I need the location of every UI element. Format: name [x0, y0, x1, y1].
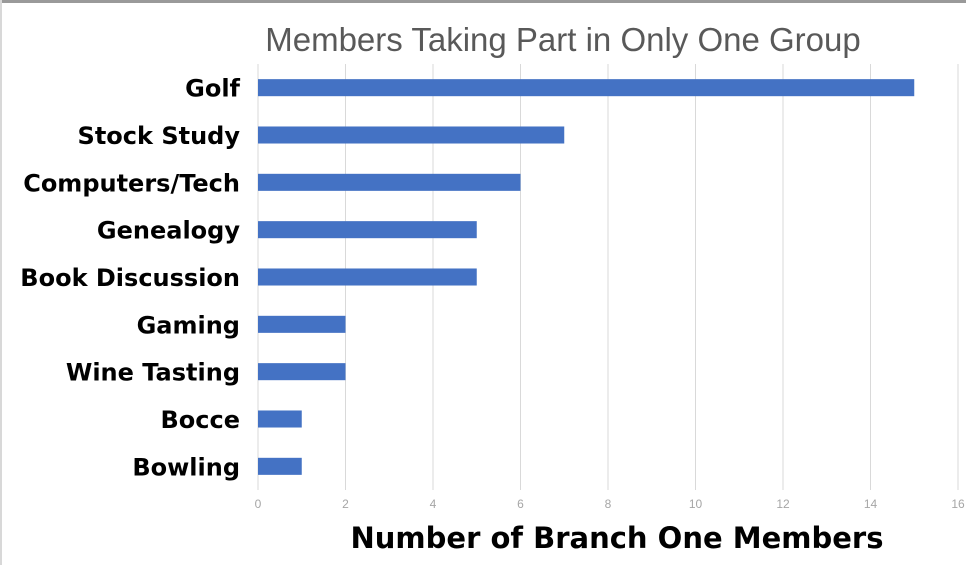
window-left-border	[0, 0, 2, 565]
category-label: Wine Tasting	[66, 359, 240, 387]
x-axis-title: Number of Branch One Members	[351, 521, 884, 555]
category-label: Golf	[185, 75, 240, 103]
x-tick-label: 10	[689, 497, 703, 511]
x-tick-label: 4	[430, 497, 437, 511]
category-label: Genealogy	[97, 217, 240, 245]
chart-title: Members Taking Part in Only One Group	[265, 21, 860, 58]
x-tick-label: 8	[605, 497, 612, 511]
x-tick-label: 14	[864, 497, 878, 511]
bars	[258, 79, 915, 475]
category-label: Bocce	[160, 406, 240, 434]
window-top-border	[0, 0, 966, 3]
bar-genealogy	[258, 221, 477, 239]
x-tick-label: 6	[517, 497, 524, 511]
bar-wine-tasting	[258, 363, 346, 381]
x-tick-labels: 0 2 4 6 8 10 12 14 16	[255, 497, 965, 511]
x-tick-label: 2	[342, 497, 349, 511]
x-tick-label: 0	[255, 497, 262, 511]
bar-computers-tech	[258, 173, 521, 191]
category-label: Bowling	[132, 453, 240, 481]
bar-gaming	[258, 315, 346, 333]
category-label: Book Discussion	[20, 264, 240, 292]
category-labels: Golf Stock Study Computers/Tech Genealogy Bo…	[20, 75, 240, 482]
bar-stock-study	[258, 126, 565, 144]
x-tick-label: 16	[951, 497, 965, 511]
bar-bowling	[258, 457, 302, 475]
x-tick-label: 12	[776, 497, 790, 511]
category-label: Computers/Tech	[23, 169, 240, 197]
bar-book-discussion	[258, 268, 477, 286]
category-label: Stock Study	[78, 122, 241, 150]
bar-golf	[258, 79, 915, 97]
bar-bocce	[258, 410, 302, 428]
category-label: Gaming	[137, 311, 240, 339]
